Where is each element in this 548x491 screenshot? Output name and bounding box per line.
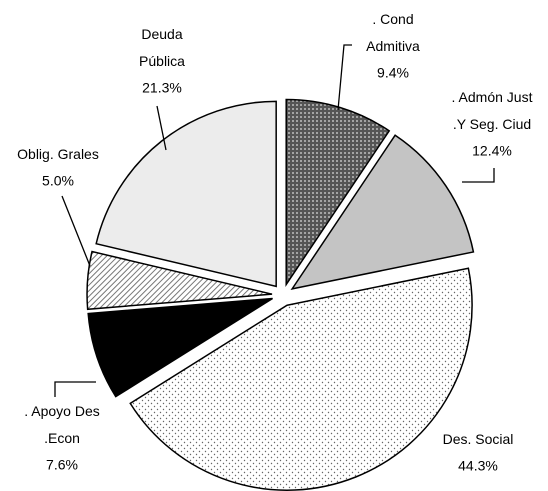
category-label: . Cond Admitiva bbox=[366, 11, 420, 54]
category-label: . Apoyo Des .Econ bbox=[24, 403, 100, 446]
value-label: 9.4% bbox=[377, 65, 409, 81]
pie-slice bbox=[129, 267, 473, 491]
value-label: 21.3% bbox=[142, 80, 182, 96]
category-label: Des. Social bbox=[443, 431, 514, 447]
leader-line bbox=[54, 381, 96, 397]
pie-slice bbox=[285, 98, 391, 287]
pie-slice bbox=[95, 100, 277, 288]
category-label: Oblig. Grales bbox=[17, 146, 99, 162]
category-label: . Admón Just .Y Seg. Ciud bbox=[452, 89, 533, 132]
category-label: Deuda Pública bbox=[139, 26, 185, 69]
labels: . Cond Admitiva 9.4% . Admón Just .Y Seg. Ci… bbox=[17, 11, 532, 474]
leader-line bbox=[337, 44, 352, 111]
pie-slice bbox=[87, 297, 273, 398]
pie-slice bbox=[290, 134, 475, 290]
leader-line bbox=[462, 168, 495, 183]
slices bbox=[86, 98, 475, 491]
leader-line bbox=[156, 105, 167, 151]
value-label: 7.6% bbox=[46, 457, 78, 473]
value-label: 44.3% bbox=[458, 458, 498, 474]
leader-line bbox=[61, 195, 91, 267]
value-label: 12.4% bbox=[472, 143, 512, 159]
pie-slice bbox=[86, 250, 273, 311]
value-label: 5.0% bbox=[42, 173, 74, 189]
